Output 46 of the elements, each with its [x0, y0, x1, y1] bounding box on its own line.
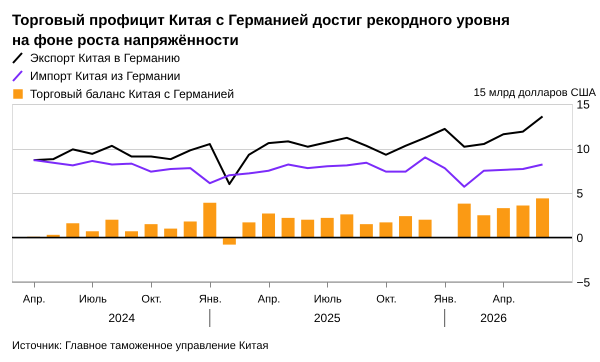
- y-axis-title: 15 млрд долларов США: [474, 87, 597, 99]
- bar: [282, 218, 295, 238]
- bar: [496, 208, 510, 238]
- legend-label: Экспорт Китая в Германию: [30, 51, 180, 65]
- x-tick-label: Окт.: [376, 294, 397, 306]
- x-tick-label: Янв.: [434, 294, 457, 306]
- bar: [184, 221, 197, 238]
- y-tick-label: 5: [576, 186, 584, 200]
- x-tick-label: Апр.: [258, 294, 280, 306]
- y-tick-label: 10: [576, 142, 590, 156]
- bar: [477, 215, 490, 238]
- x-tick-label: Апр.: [22, 294, 46, 306]
- bar: [164, 228, 178, 238]
- text: Источник: Главное таможенное управление Китая: [12, 340, 268, 352]
- y-tick-label: 15: [576, 98, 590, 112]
- bar: [379, 222, 392, 238]
- y-tick-label: 0: [576, 231, 584, 245]
- bar: [105, 220, 118, 238]
- x-tick-label: Янв.: [198, 294, 222, 306]
- bar: [399, 216, 412, 238]
- legend-label: Торговый баланс Китая с Германией: [30, 87, 234, 101]
- line-series: [32, 156, 544, 188]
- bar: [340, 214, 354, 238]
- bar: [360, 224, 373, 238]
- bar: [203, 202, 216, 238]
- x-tick-label: Июль: [78, 294, 108, 306]
- x-tick-label: Апр.: [492, 294, 516, 306]
- chart-title: Торговый профицит Китая с Германией достиг рекордного уровня на фоне роста напряжённости: [12, 12, 510, 49]
- bar: [516, 205, 530, 238]
- text: 2026: [480, 311, 508, 325]
- bar: [418, 220, 432, 238]
- bar: [66, 223, 80, 238]
- legend-label: Импорт Китая из Германии: [30, 69, 180, 83]
- bar: [262, 213, 276, 238]
- bar: [301, 220, 314, 238]
- x-tick-label: Окт.: [141, 294, 162, 306]
- line-series: [32, 115, 544, 186]
- bar: [320, 218, 334, 238]
- bar: [458, 204, 471, 238]
- bar: [536, 198, 550, 238]
- text: 2024: [108, 311, 136, 325]
- text: 2025: [314, 311, 341, 325]
- x-tick-label: Июль: [314, 294, 342, 306]
- bar: [242, 222, 256, 238]
- bar: [144, 224, 158, 238]
- y-tick-label: −5: [576, 276, 591, 290]
